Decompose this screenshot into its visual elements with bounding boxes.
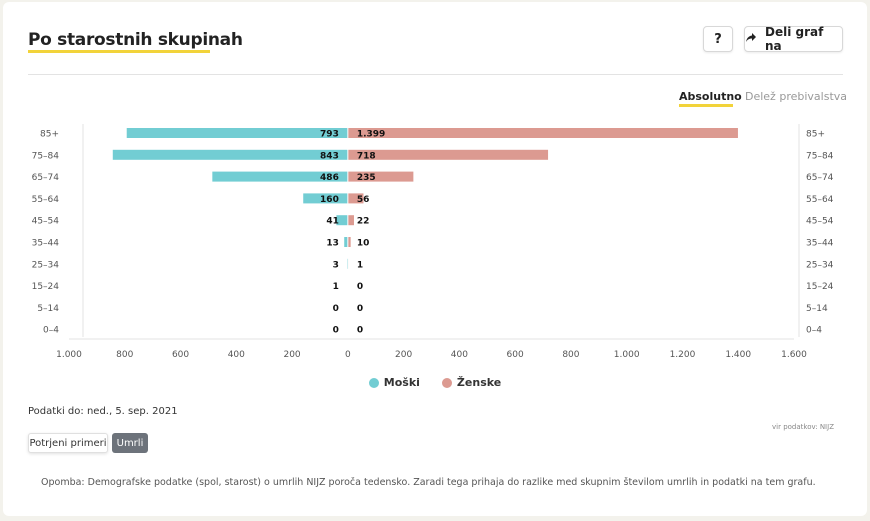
help-button[interactable]: ?	[703, 26, 733, 52]
data-label-male: 13	[326, 239, 339, 249]
toggle-population-share[interactable]: Delež prebivalstva	[745, 90, 848, 103]
category-label-left: 15–24	[32, 282, 60, 292]
toggle-absolute[interactable]: Absolutno	[679, 90, 742, 103]
x-tick-label: 200	[283, 350, 300, 360]
x-tick-label: 1.400	[725, 350, 751, 360]
category-label-left: 85+	[40, 130, 59, 140]
category-label-left: 75–84	[32, 151, 60, 161]
data-label-female: 22	[357, 217, 370, 227]
data-label-female: 1.399	[357, 130, 385, 140]
category-label-left: 5–14	[37, 304, 59, 314]
data-label-male: 3	[333, 260, 339, 270]
category-label-right: 75–84	[806, 151, 834, 161]
legend-item-female[interactable]: Ženske	[441, 376, 502, 389]
bar-female	[347, 193, 364, 204]
chart-card: Po starostnih skupinah ? Deli graf na Ab…	[3, 2, 867, 516]
category-label-left: 45–54	[32, 217, 60, 227]
category-label-left: 55–64	[32, 195, 60, 205]
data-label-male: 793	[320, 130, 339, 140]
header-divider	[28, 74, 843, 75]
x-tick-label: 0	[345, 350, 351, 360]
bar-female	[347, 171, 414, 182]
tab-confirmed-cases[interactable]: Potrjeni primeri	[28, 433, 108, 453]
x-tick-label: 1.200	[670, 350, 696, 360]
title-underline	[28, 50, 210, 53]
bar-male	[126, 128, 348, 138]
x-tick-label: 400	[451, 350, 468, 360]
legend-label-female: Ženske	[456, 376, 502, 389]
data-label-male: 0	[333, 304, 339, 314]
x-tick-label: 600	[507, 350, 524, 360]
bar-male	[112, 149, 348, 160]
data-source: vir podatkov: NIJZ	[772, 423, 834, 431]
bar-male	[303, 193, 348, 204]
x-tick-label: 800	[562, 350, 579, 360]
data-label-female: 718	[357, 151, 376, 161]
bar-female	[347, 128, 738, 138]
bar-female	[347, 215, 354, 226]
bar-male	[212, 171, 348, 182]
bar-female	[347, 237, 351, 247]
age-pyramid-chart: 85+ 85+ 793 1.399 75–84 75–84 843 718 65–74 65–74…	[32, 124, 834, 360]
tab-deaths[interactable]: Umrli	[112, 433, 148, 453]
x-tick-label: 1.000	[614, 350, 640, 360]
data-label-male: 486	[320, 173, 339, 183]
category-label-left: 65–74	[32, 173, 60, 183]
category-label-right: 0–4	[806, 326, 822, 336]
x-tick-label: 1.000	[56, 350, 82, 360]
data-date: Podatki do: ned., 5. sep. 2021	[28, 406, 178, 417]
legend-label-male: Moški	[383, 376, 420, 389]
x-tick-label: 800	[116, 350, 133, 360]
share-button[interactable]: Deli graf na	[744, 25, 843, 53]
category-label-right: 65–74	[806, 173, 834, 183]
data-label-female: 10	[357, 239, 370, 249]
data-label-male: 0	[333, 326, 339, 336]
toggle-active-underline	[679, 104, 733, 107]
data-label-female: 0	[357, 326, 363, 336]
footnote: Opomba: Demografske podatke (spol, staro…	[41, 477, 816, 488]
category-label-right: 15–24	[806, 282, 834, 292]
data-label-male: 1	[333, 282, 339, 292]
legend-dot-male	[368, 377, 379, 388]
share-arrow-icon	[745, 32, 757, 47]
data-label-female: 0	[357, 304, 363, 314]
bar-male	[344, 237, 348, 247]
x-tick-label: 200	[395, 350, 412, 360]
chart-legend: Moški Ženske	[3, 376, 867, 389]
data-label-female: 1	[357, 260, 363, 270]
category-label-left: 35–44	[32, 239, 60, 249]
x-tick-label: 400	[228, 350, 245, 360]
category-label-right: 85+	[806, 130, 825, 140]
chart-title: Po starostnih skupinah	[28, 30, 243, 50]
data-label-male: 843	[320, 151, 339, 161]
legend-item-male[interactable]: Moški	[368, 376, 420, 389]
legend-dot-female	[441, 377, 452, 388]
category-label-right: 25–34	[806, 260, 834, 270]
data-label-female: 56	[357, 195, 370, 205]
bar-male	[336, 215, 348, 226]
data-label-male: 41	[326, 217, 339, 227]
category-label-right: 55–64	[806, 195, 834, 205]
category-label-right: 5–14	[806, 304, 828, 314]
data-label-male: 160	[320, 195, 339, 205]
category-label-right: 45–54	[806, 217, 834, 227]
bar-female	[347, 149, 549, 160]
category-label-left: 25–34	[32, 260, 60, 270]
x-tick-label: 1.600	[781, 350, 807, 360]
share-button-label: Deli graf na	[765, 25, 824, 53]
data-label-female: 0	[357, 282, 363, 292]
x-tick-label: 600	[172, 350, 189, 360]
category-label-right: 35–44	[806, 239, 834, 249]
category-label-left: 0–4	[43, 326, 59, 336]
data-label-female: 235	[357, 173, 376, 183]
